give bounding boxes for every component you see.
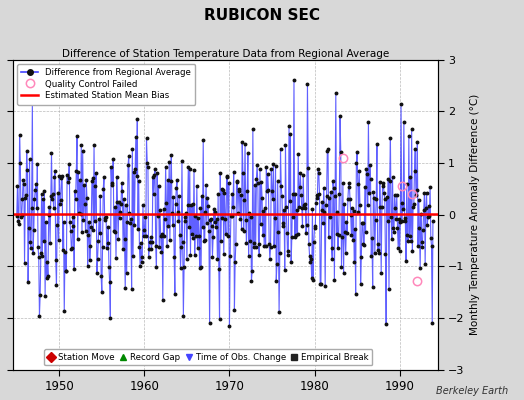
Legend: Station Move, Record Gap, Time of Obs. Change, Empirical Break: Station Move, Record Gap, Time of Obs. C… xyxy=(44,350,373,365)
Text: RUBICON SEC: RUBICON SEC xyxy=(204,8,320,23)
Title: Difference of Station Temperature Data from Regional Average: Difference of Station Temperature Data f… xyxy=(62,49,389,59)
Y-axis label: Monthly Temperature Anomaly Difference (°C): Monthly Temperature Anomaly Difference (… xyxy=(471,94,481,335)
Text: Berkeley Earth: Berkeley Earth xyxy=(436,386,508,396)
